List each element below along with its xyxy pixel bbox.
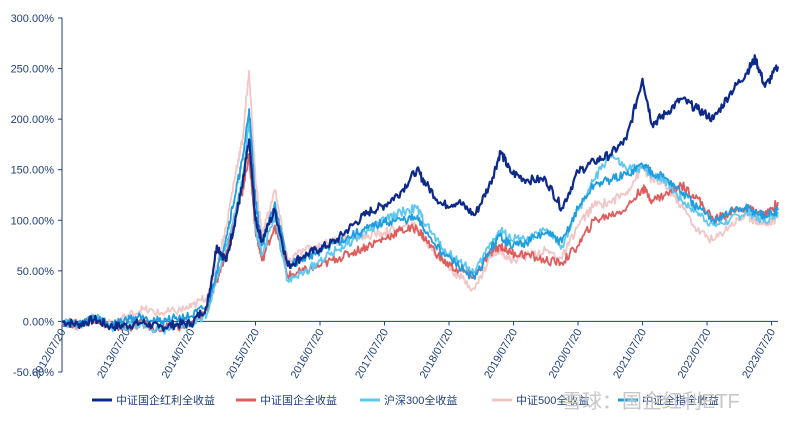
x-tick-label: 2019/07/20 bbox=[482, 327, 520, 381]
x-tick-label: 2018/07/20 bbox=[418, 327, 456, 381]
x-tick-label: 2016/07/20 bbox=[289, 327, 327, 381]
legend-label-csi300: 沪深300全收益 bbox=[384, 393, 457, 407]
x-tick-label: 2017/07/20 bbox=[353, 327, 391, 381]
series-layer bbox=[61, 54, 780, 335]
legend: 中证国企红利全收益 中证国企全收益 沪深300全收益 中证500全收益 中证全指全收益 bbox=[92, 393, 719, 407]
series-line-csi500 bbox=[61, 69, 779, 332]
series-line-csi300 bbox=[61, 118, 779, 335]
y-tick-label: -50.00% bbox=[13, 367, 54, 379]
y-tick-label: 50.00% bbox=[17, 266, 55, 278]
watermark-text: 雪球：国企红利ETF bbox=[562, 390, 740, 413]
series-line-dividend bbox=[61, 54, 780, 333]
x-tick-label: 2020/07/20 bbox=[547, 327, 585, 381]
x-tick-label: 2015/07/20 bbox=[224, 327, 262, 381]
y-tick-label: 100.00% bbox=[11, 215, 55, 227]
y-tick-label: 150.00% bbox=[11, 165, 55, 177]
y-tick-label: 300.00% bbox=[11, 13, 55, 25]
y-tick-label: 0.00% bbox=[23, 316, 54, 328]
x-tick-label: 2021/07/20 bbox=[611, 327, 649, 381]
y-tick-label: 250.00% bbox=[11, 64, 55, 76]
x-tick-label: 2013/07/20 bbox=[95, 327, 133, 381]
y-tick-label: 200.00% bbox=[11, 114, 55, 126]
x-tick-label: 2022/07/20 bbox=[676, 327, 714, 381]
x-tick-label: 2014/07/20 bbox=[160, 327, 198, 381]
series-line-allshare bbox=[61, 108, 779, 330]
x-tick-label: 2023/07/20 bbox=[740, 327, 778, 381]
legend-label-soe: 中证国企全收益 bbox=[260, 393, 337, 407]
legend-label-allshare: 中证全指全收益 bbox=[642, 393, 719, 407]
legend-label-dividend: 中证国企红利全收益 bbox=[116, 393, 215, 407]
legend-label-csi500: 中证500全收益 bbox=[516, 393, 589, 407]
